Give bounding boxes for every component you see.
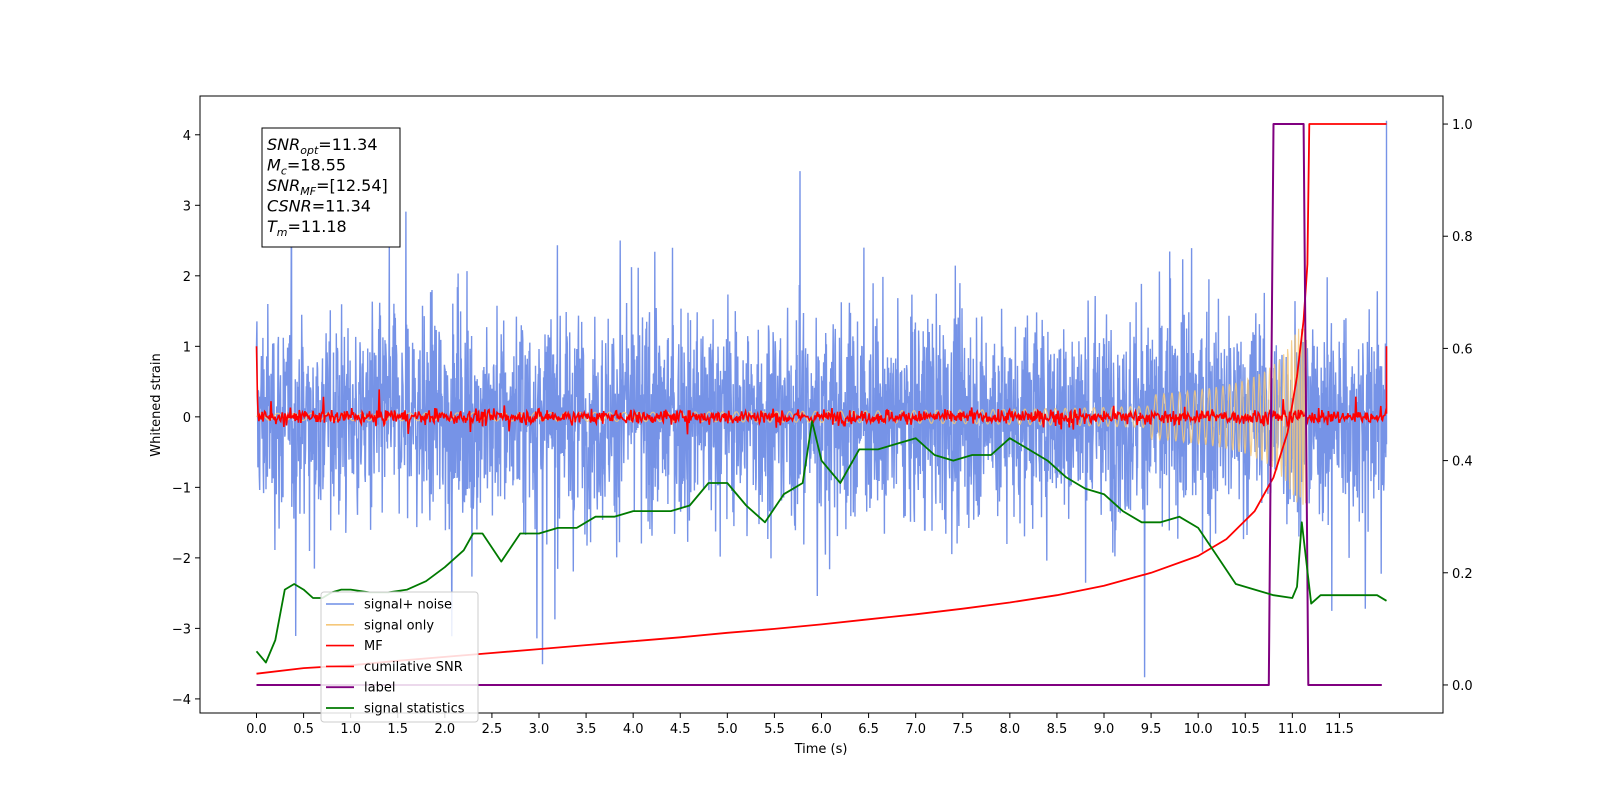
legend: signal+ noise signal only MF cumilative SNR…: [320, 591, 479, 723]
y-axis-left: −4 −3 −2 −1 0 1 2 3 4: [172, 129, 200, 708]
x-tick-label: 8.5: [1047, 722, 1068, 737]
annotation-line: Tm=11.18: [267, 217, 347, 239]
y-right-tick-label: 0.0: [1452, 679, 1473, 694]
y-right-tick-label: 0.8: [1452, 230, 1473, 245]
x-tick-label: 3.5: [576, 722, 597, 737]
series-mf-line: [255, 346, 1388, 435]
legend-label: cumilative SNR: [364, 660, 463, 675]
annotation-line: SNRopt=11.34: [267, 135, 378, 157]
x-axis-label: Time (s): [794, 742, 848, 757]
x-tick-label: 8.0: [999, 722, 1020, 737]
y-left-tick-label: 0: [183, 411, 191, 426]
annotation-line: SNRMF=[12.54]: [267, 176, 388, 198]
x-tick-label: 4.0: [623, 722, 644, 737]
y-axis-right: 0.0 0.2 0.4 0.6 0.8 1.0: [1443, 118, 1473, 694]
x-tick-label: 9.0: [1094, 722, 1115, 737]
x-tick-label: 6.5: [858, 722, 879, 737]
x-tick-label: 3.0: [529, 722, 550, 737]
legend-label: signal+ noise: [364, 598, 452, 613]
x-tick-label: 11.0: [1278, 722, 1307, 737]
legend-frame: [320, 591, 479, 723]
x-tick-label: 6.0: [811, 722, 832, 737]
x-tick-label: 9.5: [1141, 722, 1162, 737]
legend-label: signal only: [364, 618, 434, 633]
y-left-tick-label: 3: [183, 199, 191, 214]
y-right-tick-label: 1.0: [1452, 118, 1473, 133]
legend-label: label: [364, 681, 395, 696]
legend-label: MF: [364, 639, 383, 654]
x-tick-label: 7.0: [905, 722, 926, 737]
y-left-tick-label: −3: [172, 622, 191, 637]
annotation-line: Mc=18.55: [267, 156, 346, 178]
y-right-tick-label: 0.2: [1452, 567, 1473, 582]
series-label-line: [256, 123, 1382, 686]
x-tick-label: 10.5: [1231, 722, 1260, 737]
series-signal-noise-line: [255, 120, 1388, 678]
y-right-tick-label: 0.6: [1452, 342, 1473, 357]
y-left-tick-label: −2: [172, 552, 191, 567]
series-cumulative-snr-line: [256, 123, 1387, 675]
x-tick-label: 0.0: [246, 722, 267, 737]
x-tick-label: 5.0: [717, 722, 738, 737]
y-right-tick-label: 0.4: [1452, 455, 1473, 470]
x-tick-label: 5.5: [764, 722, 785, 737]
x-tick-label: 10.0: [1184, 722, 1213, 737]
x-tick-label: 0.5: [293, 722, 314, 737]
y-left-tick-label: 1: [183, 340, 191, 355]
x-tick-label: 4.5: [670, 722, 691, 737]
x-tick-label: 7.5: [952, 722, 973, 737]
annotation-line: CSNR=11.34: [267, 197, 371, 216]
annotation-box: SNRopt=11.34Mc=18.55SNRMF=[12.54]CSNR=11…: [261, 127, 401, 248]
x-tick-label: 2.5: [482, 722, 503, 737]
x-tick-label: 1.5: [387, 722, 408, 737]
x-tick-label: 2.0: [434, 722, 455, 737]
x-tick-label: 1.0: [340, 722, 361, 737]
y-left-tick-label: −1: [172, 481, 191, 496]
y-left-tick-label: −4: [172, 693, 191, 708]
annotation-frame: [261, 127, 401, 248]
x-axis: 0.0 0.5 1.0 1.5 2.0 2.5 3.0 3.5 4.0 4.5 5.0 5.5 6.0 6…: [246, 713, 1354, 737]
y-axis-label: Whitened strain: [149, 353, 164, 456]
y-left-tick-label: 4: [183, 129, 191, 144]
legend-label: signal statistics: [364, 702, 465, 717]
y-left-tick-label: 2: [183, 270, 191, 285]
x-tick-label: 11.5: [1325, 722, 1354, 737]
